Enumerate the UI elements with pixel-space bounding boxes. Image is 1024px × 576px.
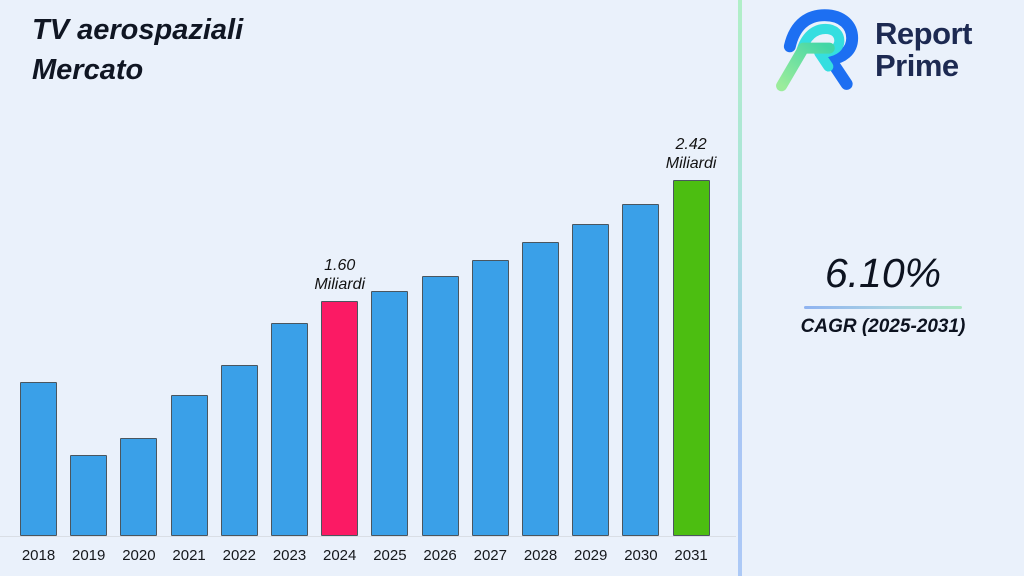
report-prime-logo: Report Prime	[775, 6, 972, 94]
chart-title: TV aerospaziali Mercato	[32, 10, 243, 90]
bar-2030	[622, 204, 660, 536]
bar-2027	[471, 260, 509, 536]
bar-2021	[170, 395, 208, 536]
cagr-underline	[804, 306, 962, 309]
cagr-value: 6.10%	[824, 250, 942, 296]
bar-annotation-2031: 2.42 Miliardi	[665, 136, 717, 172]
bar-2031	[672, 180, 710, 536]
bar-2024	[321, 301, 359, 536]
cagr-label: CAGR (2025-2031)	[800, 316, 966, 337]
bar-2018	[20, 382, 57, 536]
bar-2023	[271, 323, 308, 536]
x-axis-line	[0, 536, 736, 537]
x-tick-2028: 2028	[523, 547, 558, 564]
x-tick-2023: 2023	[272, 547, 307, 564]
report-prime-logo-icon	[776, 9, 859, 92]
cagr-block: 6.10% CAGR (2025-2031)	[742, 250, 1024, 338]
x-tick-2018: 2018	[21, 547, 56, 564]
logo-text: Report Prime	[875, 18, 972, 82]
x-tick-2025: 2025	[373, 547, 407, 564]
bar-2022	[220, 365, 258, 536]
chart-title-line2: Mercato	[32, 54, 144, 86]
x-tick-2019: 2019	[72, 547, 106, 564]
x-tick-2030: 2030	[624, 547, 658, 564]
x-tick-2021: 2021	[172, 547, 206, 564]
x-tick-2024: 2024	[323, 547, 357, 564]
x-tick-2029: 2029	[574, 547, 608, 564]
bar-2026	[421, 276, 459, 536]
section-divider	[738, 0, 742, 576]
x-tick-2026: 2026	[423, 547, 457, 564]
right-panel: Report Prime 6.10% CAGR (2025-2031)	[742, 0, 1024, 576]
x-tick-2020: 2020	[122, 547, 156, 564]
chart-title-line1: TV aerospaziali	[32, 14, 244, 46]
x-tick-2022: 2022	[222, 547, 256, 564]
x-tick-2031: 2031	[674, 547, 708, 564]
logo-text-line1: Report	[875, 16, 972, 51]
bar-annotation-2024: 1.60 Miliardi	[314, 257, 366, 293]
bar-chart: 2018 2019 2020 2021 2022 2023 2024 2025 2026 2027…	[0, 136, 736, 564]
bar-2020	[120, 438, 158, 536]
bar-2029	[572, 224, 610, 536]
x-tick-2027: 2027	[473, 547, 507, 564]
logo-text-line2: Prime	[875, 48, 959, 83]
bar-2025	[371, 291, 409, 536]
bar-2028	[522, 242, 559, 536]
bar-2019	[70, 455, 108, 536]
